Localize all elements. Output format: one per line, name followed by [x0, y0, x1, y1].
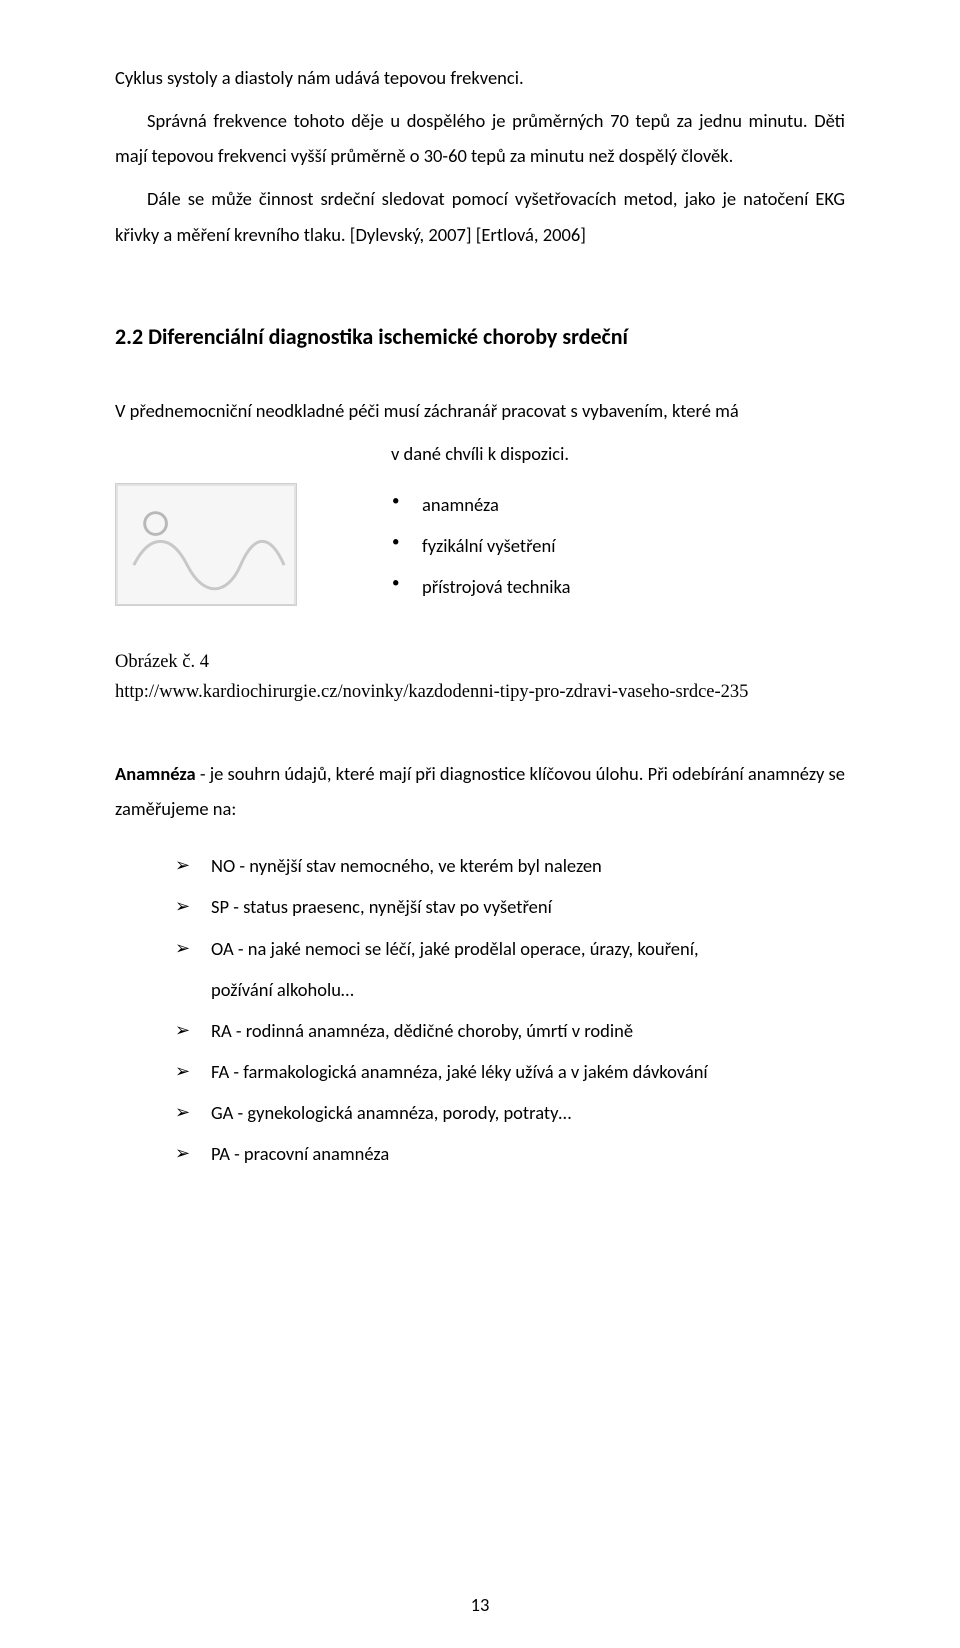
list-item: ➢ PA - pracovní anamnéza — [175, 1136, 845, 1171]
anamneza-rest: - je souhrn údajů, které mají při diagno… — [115, 762, 845, 820]
list-item: ➢ OA - na jaké nemoci se léčí, jaké prod… — [175, 931, 845, 966]
list-item: ➢ SP - status praesenc, nynější stav po … — [175, 889, 845, 924]
list-item: ➢ GA - gynekologická anamnéza, porody, p… — [175, 1095, 845, 1130]
list-text: OA - na jaké nemoci se léčí, jaké proděl… — [211, 931, 845, 966]
arrow-icon: ➢ — [175, 1054, 197, 1088]
list-text: FA - farmakologická anamnéza, jaké léky … — [211, 1054, 845, 1089]
list-text: NO - nynější stav nemocného, ve kterém b… — [211, 848, 845, 883]
list-subline: požívání alkoholu… — [211, 972, 845, 1007]
arrow-icon: ➢ — [175, 1136, 197, 1170]
bullet-list: • anamnéza • fyzikální vyšetření • příst… — [392, 483, 570, 610]
figure-caption: Obrázek č. 4 — [115, 650, 845, 676]
bullet-dot-icon: • — [392, 528, 408, 557]
bullet-dot-icon: • — [392, 487, 408, 516]
arrow-icon: ➢ — [175, 1013, 197, 1047]
anamneza-list: ➢ NO - nynější stav nemocného, ve kterém… — [175, 848, 845, 1171]
list-item: ➢ FA - farmakologická anamnéza, jaké lék… — [175, 1054, 845, 1089]
bullet-item: • fyzikální vyšetření — [392, 528, 570, 563]
bullet-text: přístrojová technika — [422, 569, 570, 604]
paragraph-3: Dále se může činnost srdeční sledovat po… — [115, 181, 845, 251]
list-text: GA - gynekologická anamnéza, porody, pot… — [211, 1095, 845, 1130]
list-text: RA - rodinná anamnéza, dědičné choroby, … — [211, 1013, 845, 1048]
page: Cyklus systoly a diastoly nám udává tepo… — [0, 0, 960, 1648]
bullet-text: fyzikální vyšetření — [422, 528, 555, 563]
anamneza-bold: Anamnéza — [115, 762, 196, 785]
bullet-text: anamnéza — [422, 487, 499, 522]
bullet-item: • anamnéza — [392, 487, 570, 522]
page-number: 13 — [0, 1593, 960, 1616]
paragraph-4a: V přednemocniční neodkladné péči musí zá… — [115, 393, 845, 428]
image-bullets-row: • anamnéza • fyzikální vyšetření • příst… — [115, 483, 845, 610]
stethoscope-image — [115, 483, 297, 606]
list-item: ➢ NO - nynější stav nemocného, ve kterém… — [175, 848, 845, 883]
list-text: PA - pracovní anamnéza — [211, 1136, 845, 1171]
arrow-icon: ➢ — [175, 931, 197, 965]
list-text: SP - status praesenc, nynější stav po vy… — [211, 889, 845, 924]
arrow-icon: ➢ — [175, 1095, 197, 1129]
list-item: ➢ RA - rodinná anamnéza, dědičné choroby… — [175, 1013, 845, 1048]
paragraph-2: Správná frekvence tohoto děje u dospěléh… — [115, 103, 845, 173]
paragraph-1: Cyklus systoly a diastoly nám udává tepo… — [115, 60, 845, 95]
paragraph-anamneza: Anamnéza - je souhrn údajů, které mají p… — [115, 756, 845, 826]
paragraph-4b: v dané chvíli k dispozici. — [115, 436, 845, 471]
bullet-item: • přístrojová technika — [392, 569, 570, 604]
figure-caption-url: http://www.kardiochirurgie.cz/novinky/ka… — [115, 680, 845, 706]
heading-2-2: 2.2 Diferenciální diagnostika ischemické… — [115, 322, 845, 353]
image-placeholder-icon — [116, 484, 296, 606]
bullet-dot-icon: • — [392, 569, 408, 598]
arrow-icon: ➢ — [175, 848, 197, 882]
arrow-icon: ➢ — [175, 889, 197, 923]
